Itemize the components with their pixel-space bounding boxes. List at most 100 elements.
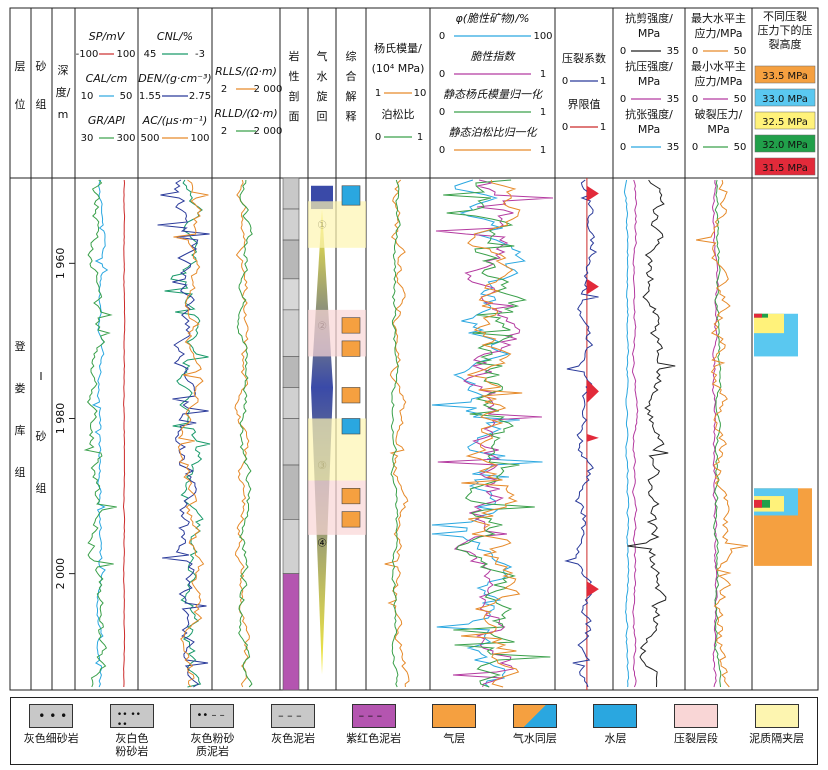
track5-label: 脆性指数 xyxy=(471,50,517,63)
header-cycle-char: 气 xyxy=(317,49,328,63)
lithology-bed xyxy=(282,519,300,574)
depth-tick-label: 1 980 xyxy=(54,403,67,435)
track5-min: 0 xyxy=(439,31,445,42)
formation-label-char: 娄 xyxy=(15,382,26,395)
track6-label: 界限值 xyxy=(568,98,601,111)
shear-curve xyxy=(627,179,676,688)
pressure-label: 33.5 MPa xyxy=(762,71,808,82)
interpretation-box xyxy=(341,340,361,357)
depth-tick-label: 1 960 xyxy=(54,248,67,280)
legend-item: – – – 紫红色泥岩 xyxy=(336,704,412,745)
header-depth: 度/ xyxy=(56,85,71,99)
lithology-bed xyxy=(282,309,300,357)
track3-max: 2 000 xyxy=(254,126,283,137)
track4-label: 杨氏模量/ xyxy=(374,41,422,55)
header-lithology-char: 性 xyxy=(289,69,300,83)
track8-max: 50 xyxy=(734,94,747,105)
track4-min: 0 xyxy=(375,132,381,143)
interpretation-box xyxy=(341,488,361,505)
frac-height-bar xyxy=(754,313,762,318)
track6-max: 1 xyxy=(600,122,606,133)
track7-min: 0 xyxy=(620,142,626,153)
legend-swatch-gas xyxy=(432,704,477,728)
track9-title: 裂高度 xyxy=(769,37,802,51)
track7-label: 抗剪强度/ xyxy=(625,11,673,25)
lithology-bed xyxy=(282,177,300,210)
header-interpretation-char: 综 xyxy=(346,49,357,63)
track6-max: 1 xyxy=(600,76,606,87)
track7-max: 35 xyxy=(667,94,680,105)
compressive-curve xyxy=(631,179,639,688)
pressure-swatch xyxy=(754,65,816,84)
tensile-curve xyxy=(623,179,630,688)
track5-min: 0 xyxy=(439,145,445,156)
header-cycle-char: 水 xyxy=(317,70,328,83)
pressure-label: 32.0 MPa xyxy=(762,140,808,151)
track7-label: MPa xyxy=(638,123,660,136)
track1-label: GR/API xyxy=(88,114,125,127)
track6-min: 0 xyxy=(562,122,568,133)
cal-curve xyxy=(91,179,109,688)
track9-title: 不同压裂 xyxy=(763,10,807,23)
legend-item: 水层 xyxy=(577,704,653,745)
track7-label: 抗压强度/ xyxy=(625,59,673,73)
lithology-bed xyxy=(282,239,300,280)
track7-min: 0 xyxy=(620,46,626,57)
track9-title: 压力下的压 xyxy=(758,23,813,37)
frac-fill xyxy=(586,434,599,442)
header-lithology-char: 剖 xyxy=(289,89,300,103)
legend-swatch-water xyxy=(593,704,638,728)
lithology-bed xyxy=(282,573,300,691)
header-cycle-char: 回 xyxy=(317,110,328,123)
track4-max: 1 xyxy=(417,132,423,143)
track1-min: 30 xyxy=(81,133,94,144)
interpretation-box xyxy=(341,511,361,528)
track5-max: 100 xyxy=(533,31,552,42)
interpretation-box xyxy=(341,387,361,404)
legend-swatch-silty-mudstone: •• – – xyxy=(190,704,235,728)
formation-label-char: 库 xyxy=(15,424,26,437)
track8-min: 0 xyxy=(692,46,698,57)
track6-min: 0 xyxy=(562,76,568,87)
interpretation-box xyxy=(341,317,361,334)
track8-label: 最小水平主 xyxy=(691,60,746,73)
legend-label: 灰色细砂岩 xyxy=(23,732,79,745)
legend-label: 气层 xyxy=(443,732,466,745)
track2-max: 100 xyxy=(190,133,209,144)
track5-max: 1 xyxy=(540,69,546,80)
track5-label: φ(脆性矿物)/% xyxy=(456,12,530,25)
header-sand-group: 组 xyxy=(36,97,47,111)
legend-label: 气水同层 xyxy=(512,732,557,745)
track5-min: 0 xyxy=(439,69,445,80)
frac-coef-curve xyxy=(564,179,599,688)
lithology-bed xyxy=(282,208,300,241)
legend-item: 压裂层段 xyxy=(658,704,734,745)
header-depth: 深 xyxy=(58,64,69,77)
ac-curve xyxy=(173,179,209,688)
header-lithology-char: 岩 xyxy=(289,49,300,63)
track4-max: 10 xyxy=(414,88,427,99)
header-interpretation-char: 解 xyxy=(346,89,357,103)
track1-max: 100 xyxy=(116,49,135,60)
legend-label: 灰色泥岩 xyxy=(271,732,316,745)
legend-item: • • • • 灰色细砂岩 xyxy=(13,704,89,745)
legend: • • • • 灰色细砂岩 •• •• •• 灰白色 粉砂岩 •• – – 灰色粉砂 质泥… xyxy=(10,697,818,765)
legend-swatch-grey-mudstone: – – – xyxy=(271,704,316,728)
lithology-bed xyxy=(282,387,300,419)
header-cycle-char: 旋 xyxy=(317,89,328,103)
figure-frame xyxy=(9,7,819,691)
legend-label: 灰白色 粉砂岩 xyxy=(115,732,149,758)
header-depth: m xyxy=(58,108,69,121)
track8-label: 破裂压力/ xyxy=(695,107,743,121)
interpretation-box xyxy=(341,418,361,435)
lithology-bed xyxy=(282,278,300,311)
header-lithology-char: 面 xyxy=(289,110,300,123)
pressure-swatch xyxy=(754,88,816,107)
legend-label: 紫红色泥岩 xyxy=(346,732,402,745)
track4-min: 1 xyxy=(375,88,381,99)
legend-label: 灰色粉砂 质泥岩 xyxy=(190,732,235,758)
legend-label: 水层 xyxy=(604,732,627,745)
track7-max: 35 xyxy=(667,142,680,153)
